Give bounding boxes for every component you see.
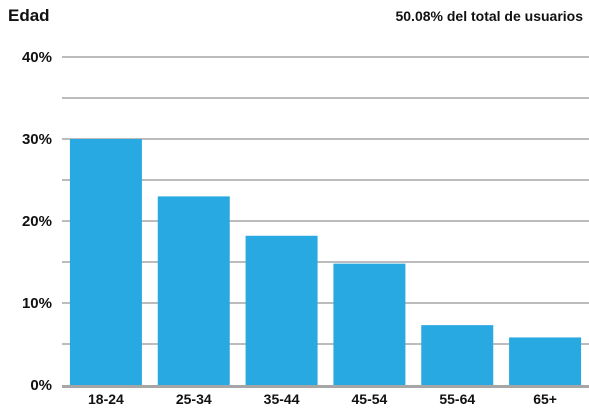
x-tick-label: 25-34 [176,391,212,407]
x-tick-label: 18-24 [88,391,124,407]
bars [69,139,582,385]
bar-45-54 [333,263,406,385]
x-axis-baseline [62,385,589,388]
bar-18-24 [69,139,142,385]
baseline [62,385,589,388]
bar-35-44 [245,235,318,385]
y-axis-ticks: 0% 10% 20% 30% 40% [22,49,52,394]
chart-title: Edad [8,6,50,25]
bar-55-64 [421,325,494,385]
x-tick-label: 45-54 [352,391,388,407]
y-tick-label: 10% [22,295,52,312]
y-tick-label: 30% [22,131,52,148]
y-tick-label: 20% [22,213,52,230]
y-tick-label: 40% [22,49,52,66]
bar-25-34 [157,196,230,385]
bar-65+ [509,337,582,385]
y-tick-label: 0% [30,377,52,394]
chart-subtitle: 50.08% del total de usuarios [395,8,583,24]
x-tick-label: 35-44 [264,391,300,407]
x-tick-label: 55-64 [439,391,475,407]
grid-lines [62,56,589,345]
x-axis-ticks: 18-24 25-34 35-44 45-54 55-64 65+ [88,391,557,407]
x-tick-label: 65+ [533,391,557,407]
